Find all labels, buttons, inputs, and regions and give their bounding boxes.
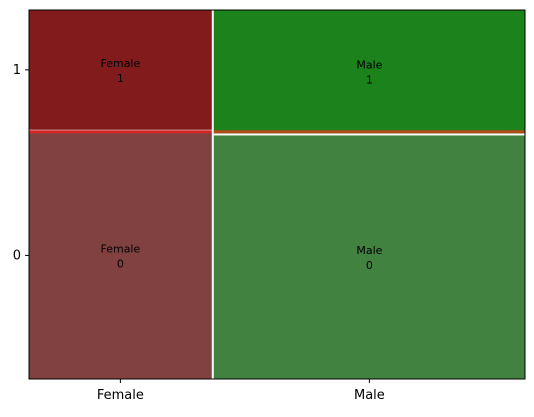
tile-labels-layer: Female 0 Female 1 Male 0 Male 1 bbox=[100, 57, 382, 272]
tile-label-value: 1 bbox=[117, 72, 124, 85]
mosaic-tile-female-1 bbox=[29, 10, 212, 130]
mosaic-tile-male-0 bbox=[213, 135, 525, 379]
y-tick-label: 0 bbox=[13, 248, 21, 263]
tiles-layer bbox=[29, 10, 525, 379]
tile-label-category: Female bbox=[100, 242, 140, 255]
mosaic-tile-female-0 bbox=[29, 131, 212, 379]
tile-label-value: 0 bbox=[366, 259, 373, 272]
tile-label-category: Female bbox=[100, 57, 140, 70]
x-axis: Female Male bbox=[97, 379, 385, 403]
y-tick-label: 1 bbox=[13, 63, 21, 78]
plot-frame bbox=[28, 9, 526, 380]
mosaic-tile-male-1 bbox=[213, 10, 525, 134]
y-axis: 01 bbox=[13, 63, 29, 263]
tile-label-category: Male bbox=[356, 244, 382, 257]
x-tick-label: Female bbox=[97, 388, 144, 403]
tile-label-value: 0 bbox=[117, 257, 124, 270]
tile-label-category: Male bbox=[356, 59, 382, 72]
tile-label-value: 1 bbox=[366, 74, 373, 87]
x-tick-label: Male bbox=[354, 388, 385, 403]
